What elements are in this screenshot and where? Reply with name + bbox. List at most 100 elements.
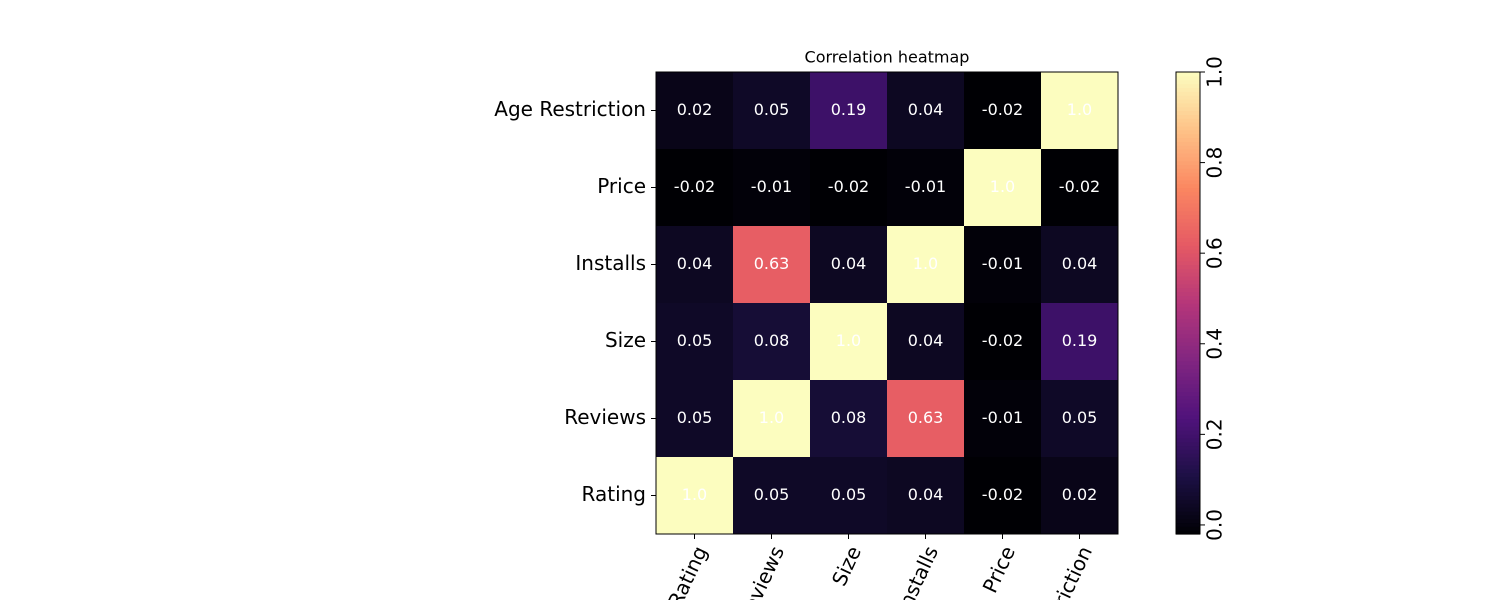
colorbar-segment (1176, 95, 1200, 100)
cell-label: 0.63 (754, 254, 790, 273)
colorbar-tick-label: 0.0 (1203, 509, 1227, 541)
colorbar-segment (1176, 276, 1200, 281)
colorbar-segment (1176, 457, 1200, 462)
colorbar-segment (1176, 149, 1200, 154)
colorbar-segment (1176, 341, 1200, 346)
colorbar-segment (1176, 491, 1200, 497)
cell-label: -0.02 (1059, 177, 1100, 196)
colorbar-segment (1176, 252, 1200, 258)
cell-label: 1.0 (990, 177, 1015, 196)
cell-label: -0.02 (982, 100, 1023, 119)
heatmap-cell (1041, 303, 1119, 381)
heatmap-cell (733, 457, 811, 535)
x-tick-label: Age Restriction (1011, 542, 1097, 600)
colorbar-segment (1176, 199, 1200, 204)
cell-label: 0.05 (677, 331, 713, 350)
colorbar-segment (1176, 349, 1200, 354)
cell-label: 0.04 (1062, 254, 1098, 273)
colorbar-segment (1176, 437, 1200, 443)
colorbar-segment (1176, 102, 1200, 108)
colorbar-segment (1176, 268, 1200, 273)
colorbar-segment (1176, 430, 1200, 435)
heatmap-cell (964, 226, 1042, 304)
colorbar-frame (1175, 71, 1201, 535)
colorbar-segment (1176, 364, 1200, 370)
heatmap-cell (964, 72, 1042, 150)
colorbar-segment (1176, 322, 1200, 327)
cell-label: 0.02 (677, 100, 713, 119)
colorbar-segment (1176, 472, 1200, 477)
cell-label: 0.08 (831, 408, 867, 427)
colorbar-segment (1176, 380, 1200, 385)
colorbar-segment (1176, 222, 1200, 227)
heatmap-cell (810, 303, 888, 381)
y-tick-label: Reviews (564, 405, 646, 429)
colorbar-segment (1176, 306, 1200, 312)
cell-label: -0.02 (982, 485, 1023, 504)
colorbar-segment (1176, 160, 1200, 165)
cell-label: 1.0 (836, 331, 861, 350)
cell-label: 1.0 (1067, 100, 1092, 119)
heatmap-cell (733, 226, 811, 304)
chart-title: Correlation heatmap (805, 48, 970, 67)
colorbar-segment (1176, 499, 1200, 504)
colorbar-segment (1176, 414, 1200, 420)
colorbar-segment (1176, 110, 1200, 115)
cell-label: 0.04 (677, 254, 713, 273)
heatmap-cell (810, 72, 888, 150)
cell-label: 0.04 (831, 254, 867, 273)
heatmap-cell (656, 226, 734, 304)
colorbar-segment (1176, 345, 1200, 350)
heatmap-cell (1041, 380, 1119, 458)
y-tick-label: Price (597, 174, 646, 198)
colorbar-segment (1176, 164, 1200, 169)
colorbar-tick-label: 1.0 (1203, 56, 1227, 88)
cell-label: 1.0 (682, 485, 707, 504)
colorbar-tick-label: 0.4 (1203, 328, 1227, 360)
colorbar-segment (1176, 187, 1200, 192)
colorbar-segment (1176, 141, 1200, 146)
colorbar-segment (1176, 272, 1200, 277)
colorbar-segment (1176, 256, 1200, 262)
cell-label: 0.05 (1062, 408, 1098, 427)
colorbar-segment (1176, 287, 1200, 293)
colorbar-segment (1176, 507, 1200, 512)
colorbar-segment (1176, 476, 1200, 481)
heatmap-cell (1041, 226, 1119, 304)
colorbar-segment (1176, 249, 1200, 254)
colorbar-segment (1176, 75, 1200, 81)
colorbar-segment (1176, 337, 1200, 343)
colorbar-segment (1176, 168, 1200, 173)
colorbar-segment (1176, 483, 1200, 489)
cell-label: 1.0 (913, 254, 938, 273)
heatmap-cell (964, 149, 1042, 227)
colorbar-segment (1176, 152, 1200, 158)
cell-label: 0.04 (908, 485, 944, 504)
colorbar-segment (1176, 218, 1200, 223)
x-tick-label: Rating (663, 542, 712, 600)
y-tick-label: Installs (575, 251, 646, 275)
colorbar-segment (1176, 83, 1200, 88)
heatmap-cell (810, 457, 888, 535)
colorbar-segment (1176, 114, 1200, 119)
colorbar-segment (1176, 310, 1200, 316)
colorbar-segment (1176, 133, 1200, 139)
colorbar-segment (1176, 383, 1200, 389)
cell-label: 0.05 (754, 100, 790, 119)
colorbar-segment (1176, 368, 1200, 373)
colorbar-segment (1176, 329, 1200, 335)
colorbar-segment (1176, 291, 1200, 296)
colorbar-segment (1176, 433, 1200, 439)
heatmap-cell (733, 72, 811, 150)
cell-label: 0.08 (754, 331, 790, 350)
colorbar-segment (1176, 260, 1200, 266)
cell-label: 0.19 (1062, 331, 1098, 350)
colorbar-segment (1176, 510, 1200, 516)
colorbar-segment (1176, 360, 1200, 366)
colorbar-segment (1176, 372, 1200, 377)
colorbar-segment (1176, 226, 1200, 231)
cell-label: -0.02 (828, 177, 869, 196)
colorbar-segment (1176, 487, 1200, 493)
